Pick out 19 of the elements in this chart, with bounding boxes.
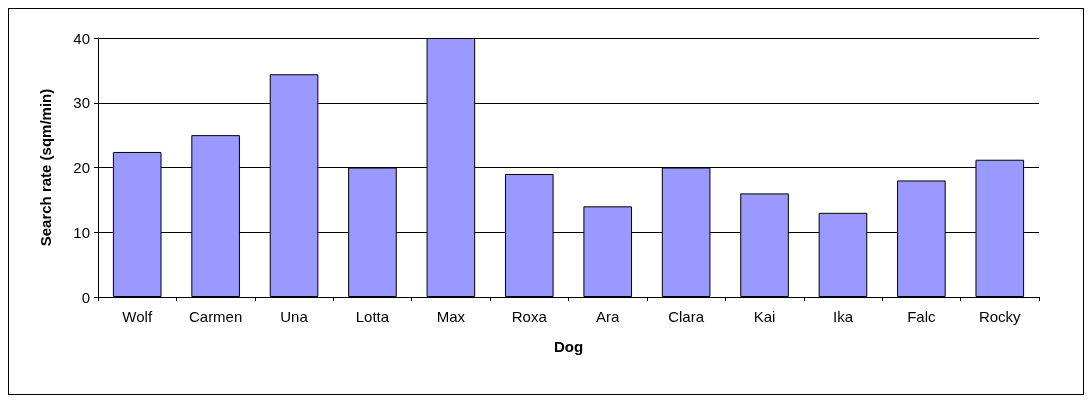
y-tick-label: 0 bbox=[81, 288, 90, 306]
y-tick-label: 30 bbox=[73, 94, 90, 112]
y-axis-title: Search rate (sqm/min) bbox=[37, 88, 54, 247]
x-tick-label: Falc bbox=[907, 308, 937, 325]
x-tick-label: Wolf bbox=[122, 308, 153, 325]
x-tick-label: Kai bbox=[753, 308, 776, 325]
y-tick-label: 20 bbox=[73, 159, 90, 176]
y-tick-label: 40 bbox=[73, 29, 90, 47]
x-tick-label: Max bbox=[436, 308, 466, 325]
x-tick-label: Carmen bbox=[188, 308, 243, 325]
x-tick-label: Lotta bbox=[355, 308, 390, 325]
x-tick-label: Roxa bbox=[511, 308, 548, 325]
x-tick-label: Rocky bbox=[978, 308, 1022, 325]
y-tick-label: 10 bbox=[73, 223, 90, 241]
x-tick-label: Ika bbox=[832, 308, 854, 325]
x-tick-label: Ara bbox=[596, 308, 621, 325]
x-axis-title: Dog bbox=[553, 338, 584, 355]
x-tick-label: Clara bbox=[668, 308, 705, 325]
x-tick-label: Una bbox=[280, 308, 309, 325]
